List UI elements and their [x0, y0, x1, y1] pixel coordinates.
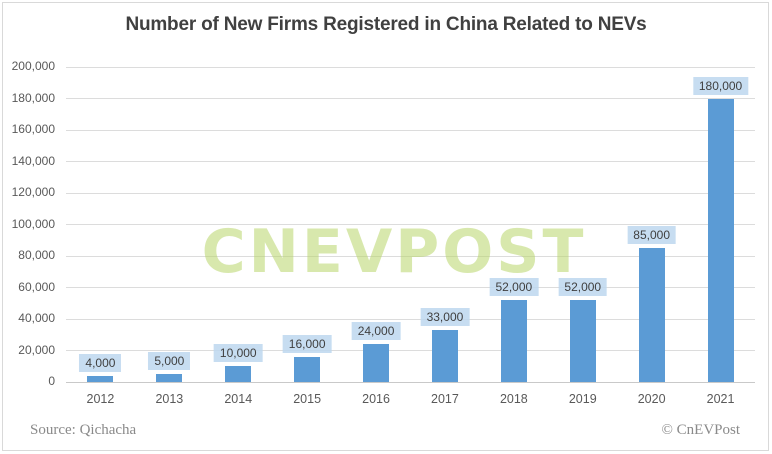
bar-2014 [225, 366, 252, 382]
x-tick-label-2016: 2016 [362, 392, 390, 406]
bar-2020 [638, 248, 665, 382]
x-tick-label-2015: 2015 [293, 392, 322, 406]
source-credit: Source: Qichacha [30, 422, 137, 438]
bar-value-label-2021: 180,000 [692, 76, 749, 95]
bar-2012 [87, 375, 114, 382]
y-tick-label: 60,000 [18, 279, 55, 294]
gridline [66, 224, 755, 225]
x-tick-label-2019: 2019 [568, 392, 597, 406]
bar-value-label-2012: 4,000 [79, 353, 122, 372]
bar-value-label-2013: 5,000 [148, 352, 191, 371]
y-tick-label: 100,000 [11, 216, 55, 231]
gridline [66, 350, 755, 351]
bar-value-label-2014: 10,000 [213, 344, 263, 363]
gridline [66, 161, 755, 162]
gridline [66, 318, 755, 320]
x-axis-line [66, 381, 755, 383]
gridline [66, 287, 755, 288]
y-tick-label: 200,000 [11, 59, 55, 73]
gridline [66, 192, 755, 194]
bar-2021 [707, 98, 734, 382]
gridline [66, 66, 755, 68]
bar-value-label-2018: 52,000 [489, 278, 539, 297]
y-tick-label: 180,000 [11, 90, 55, 105]
gridline [66, 129, 755, 131]
x-tick-label-2014: 2014 [224, 392, 253, 406]
bar-2017 [431, 330, 458, 382]
bar-value-label-2015: 16,000 [282, 334, 332, 353]
chart-title: Number of New Firms Registered in China … [125, 14, 647, 35]
bar-2015 [294, 356, 321, 382]
copyright-credit: © CnEVPost [661, 422, 741, 438]
y-tick-label: 140,000 [11, 153, 55, 168]
y-tick-label: 0 [48, 374, 55, 388]
bar-2018 [500, 300, 527, 382]
bar-2016 [363, 344, 390, 382]
y-tick-label: 80,000 [18, 248, 55, 262]
bar-2013 [156, 374, 183, 382]
x-tick-label-2020: 2020 [637, 392, 666, 406]
y-tick-label: 120,000 [11, 185, 55, 199]
y-tick-label: 20,000 [18, 342, 55, 357]
bar-value-label-2019: 52,000 [558, 278, 608, 297]
x-tick-label-2021: 2021 [706, 392, 735, 406]
bar-value-label-2016: 24,000 [351, 322, 401, 341]
bar-value-label-2020: 85,000 [627, 226, 676, 245]
x-tick-label-2018: 2018 [499, 392, 528, 406]
x-tick-label-2013: 2013 [155, 392, 184, 406]
y-tick-label: 160,000 [11, 122, 55, 136]
watermark-logo: CNEVPOST [201, 217, 587, 287]
bar-2019 [569, 300, 596, 382]
x-tick-label-2017: 2017 [431, 392, 459, 406]
gridline [66, 255, 755, 257]
bar-value-label-2017: 33,000 [420, 308, 470, 327]
gridline [66, 98, 755, 99]
y-tick-label: 40,000 [18, 311, 55, 325]
x-tick-label-2012: 2012 [86, 392, 115, 406]
